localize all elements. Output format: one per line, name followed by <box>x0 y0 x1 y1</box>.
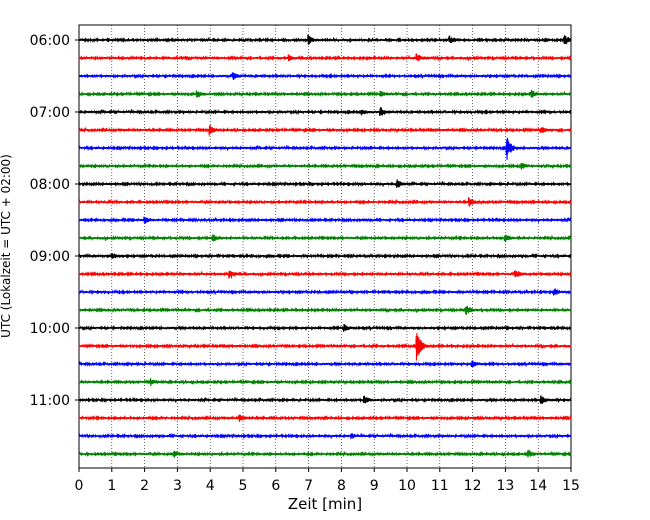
x-tick-label: 10 <box>398 478 416 494</box>
y-axis-label: UTC (Lokalzeit = UTC + 02:00) <box>0 154 13 338</box>
seismic-trace <box>78 137 572 160</box>
seismic-trace <box>78 34 572 45</box>
seismic-trace <box>78 395 572 404</box>
x-tick-label: 13 <box>496 478 514 494</box>
y-axis-ticks: 06:00 07:00 08:00 09:00 10:00 11:00 <box>30 33 79 409</box>
seismic-trace <box>78 216 572 225</box>
x-tick-label: 1 <box>107 478 116 494</box>
seismic-trace <box>78 197 572 207</box>
seismic-trace <box>78 89 572 98</box>
y-tick-label: 07:00 <box>30 105 70 121</box>
y-tick-label: 08:00 <box>30 177 70 193</box>
x-tick-label: 2 <box>140 478 149 494</box>
y-tick-label: 09:00 <box>30 249 70 265</box>
x-tick-label: 14 <box>529 478 547 494</box>
seismic-trace <box>78 333 572 361</box>
vertical-grid <box>111 25 539 468</box>
seismic-trace <box>78 53 572 62</box>
seismic-trace <box>78 432 572 440</box>
seismic-trace <box>78 252 572 260</box>
x-tick-label: 3 <box>173 478 182 494</box>
seismic-trace <box>78 107 572 117</box>
seismic-trace <box>78 360 572 368</box>
seismic-trace <box>78 288 572 296</box>
seismic-trace <box>78 449 572 458</box>
x-axis-ticks: 0 1 2 3 4 5 6 7 8 9 10 11 12 13 14 15 <box>75 468 580 494</box>
x-tick-label: 7 <box>304 478 313 494</box>
plot-area: 0 1 2 3 4 5 6 7 8 9 10 11 12 13 14 15 06:0007:0008:0009… <box>30 24 580 494</box>
seismic-trace <box>78 414 572 422</box>
x-tick-label: 9 <box>370 478 379 494</box>
x-tick-label: 0 <box>75 478 84 494</box>
y-tick-label: 11:00 <box>30 393 70 409</box>
x-tick-label: 8 <box>337 478 346 494</box>
x-tick-label: 15 <box>562 478 580 494</box>
seismic-trace <box>78 72 572 81</box>
x-tick-label: 11 <box>431 478 449 494</box>
seismic-trace <box>78 306 572 316</box>
x-tick-label: 6 <box>271 478 280 494</box>
seismic-trace <box>78 179 572 188</box>
seismic-trace <box>78 324 572 332</box>
y-tick-label: 10:00 <box>30 321 70 337</box>
seismic-trace <box>78 270 572 279</box>
y-tick-label: 06:00 <box>30 33 70 49</box>
trace-group <box>78 34 572 458</box>
seismic-trace <box>78 124 572 136</box>
x-tick-label: 5 <box>239 478 248 494</box>
seismic-trace <box>78 234 572 242</box>
seismic-trace <box>78 377 572 387</box>
x-tick-label: 12 <box>464 478 482 494</box>
x-axis-label: Zeit [min] <box>288 495 362 513</box>
seismic-trace <box>78 162 572 170</box>
x-tick-label: 4 <box>206 478 215 494</box>
plot-frame <box>78 24 572 469</box>
